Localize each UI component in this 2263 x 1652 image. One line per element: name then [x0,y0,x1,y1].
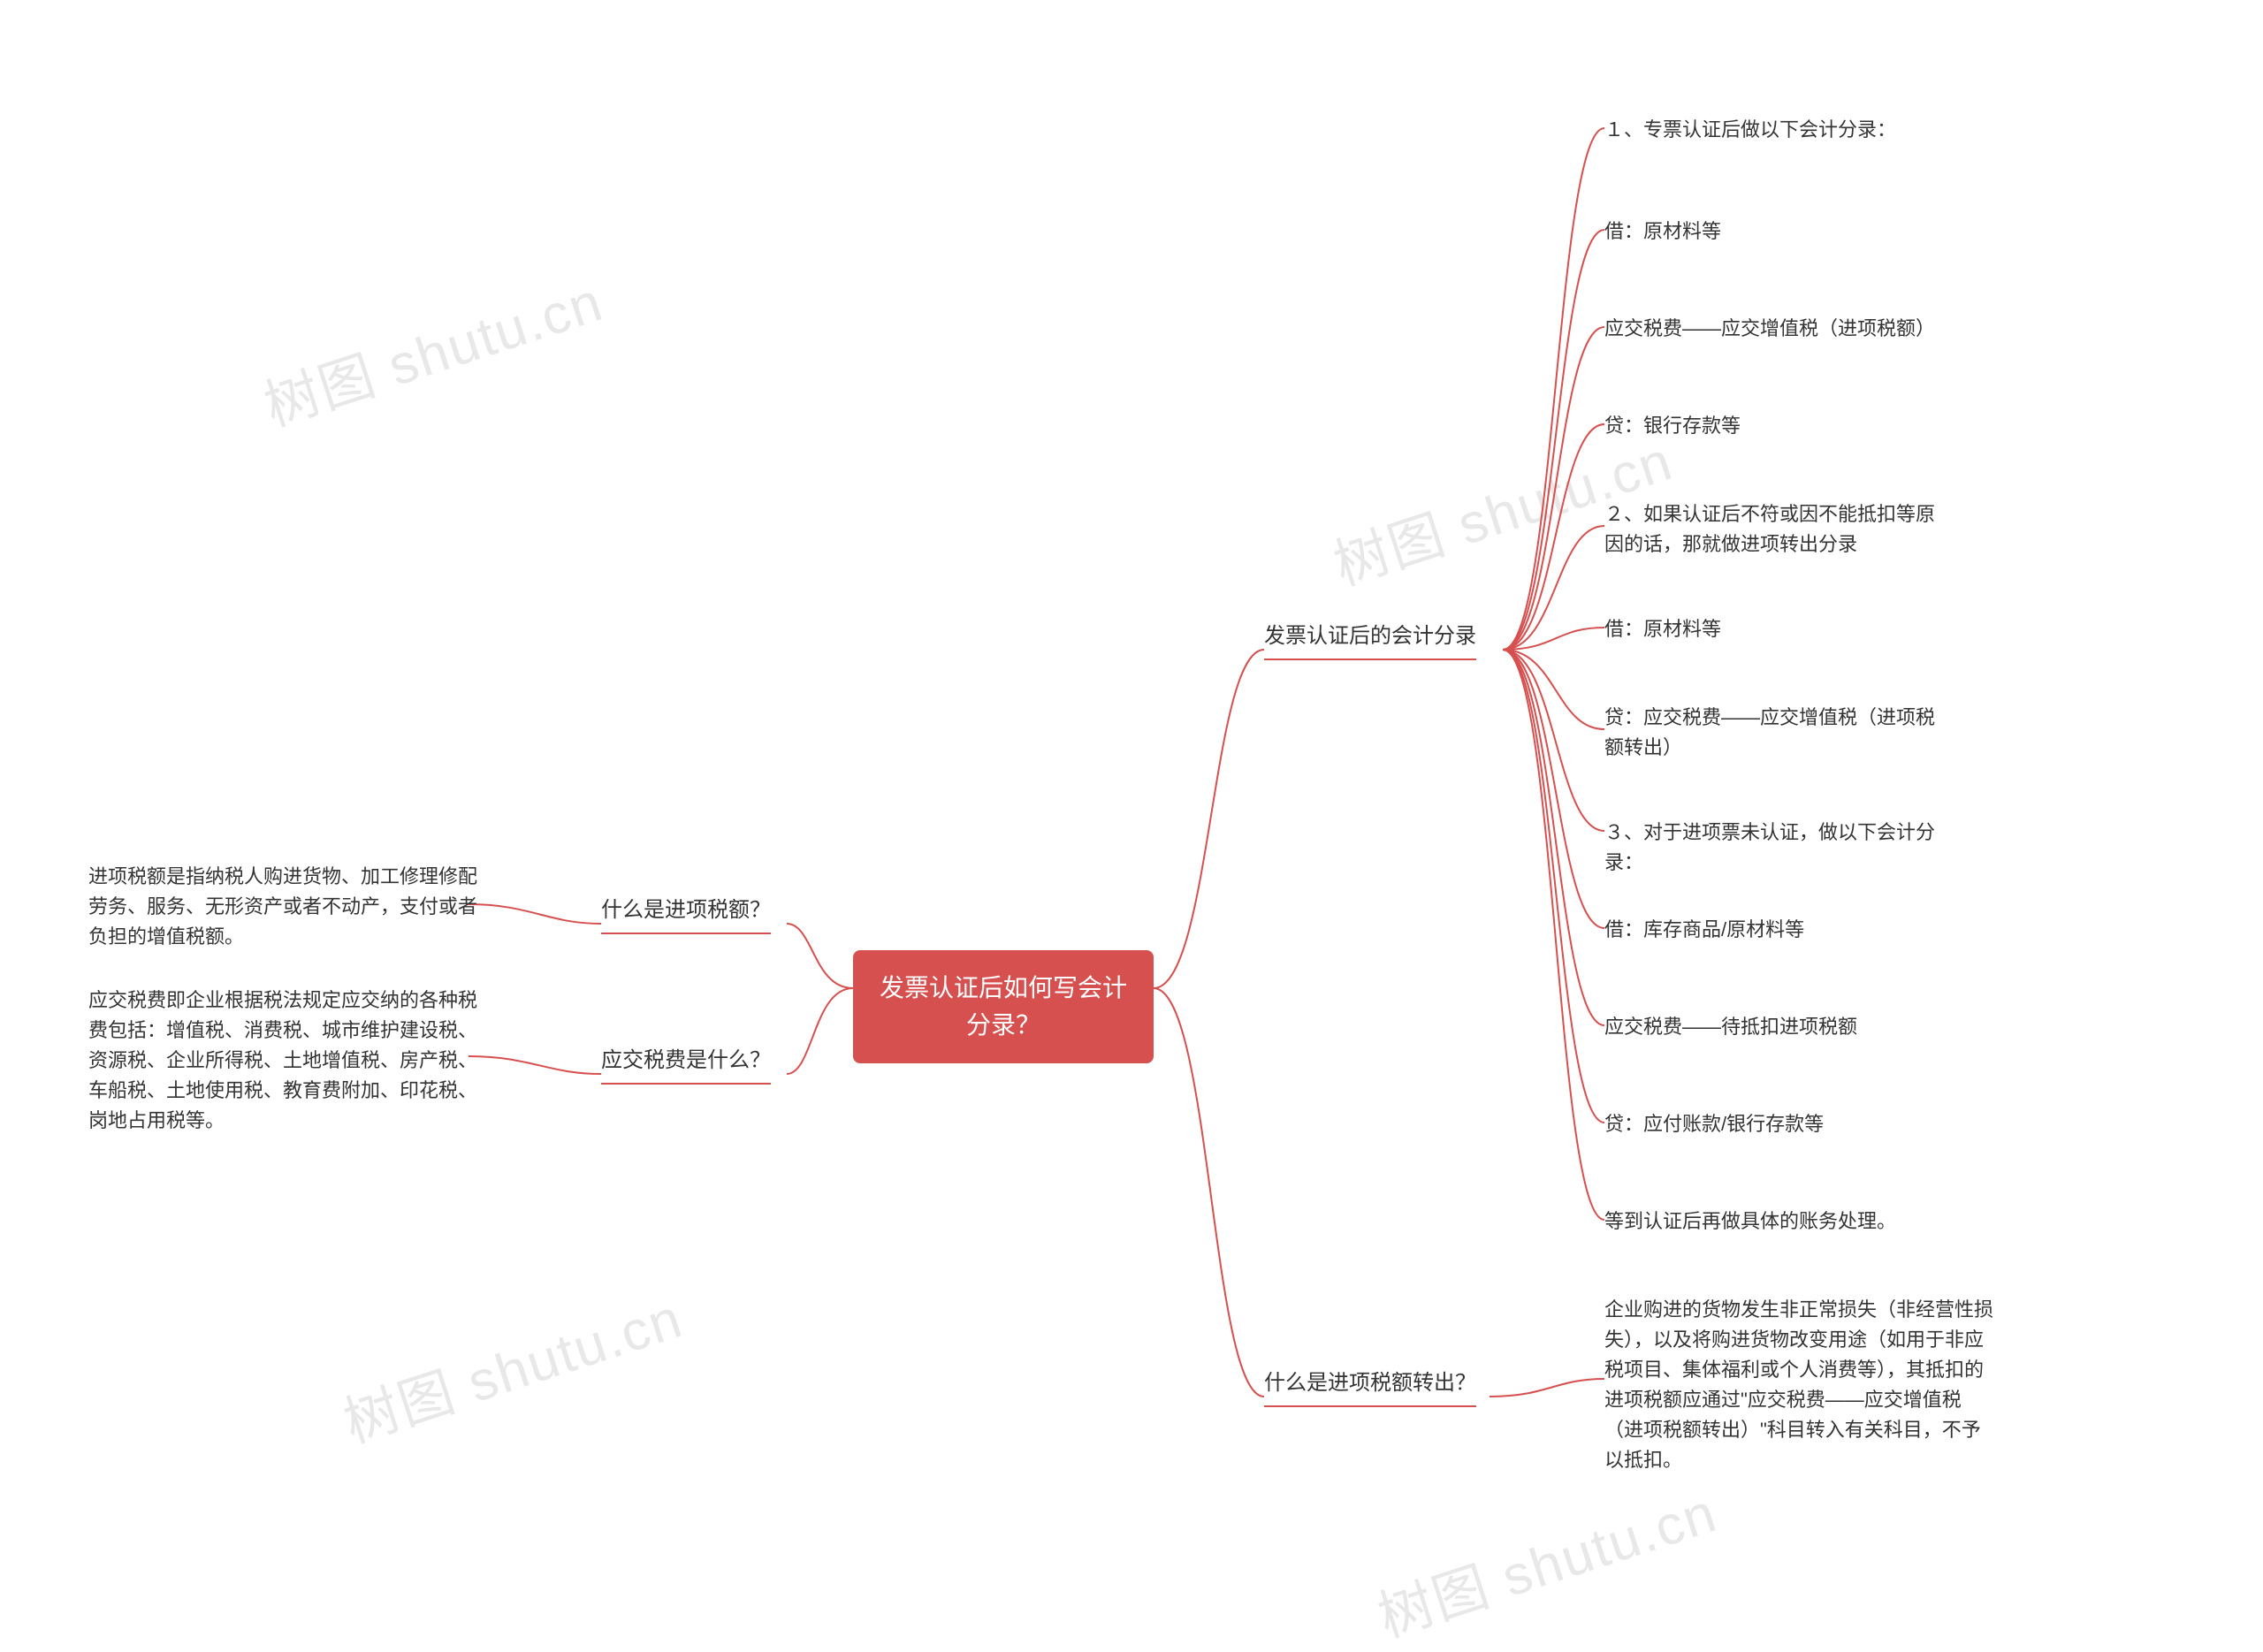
leaf-node: 借：库存商品/原材料等 [1604,915,1804,945]
leaf-node: 企业购进的货物发生非正常损失（非经营性损失），以及将购进货物改变用途（如用于非应… [1604,1295,1993,1476]
branch-node: 发票认证后的会计分录 [1264,614,1476,660]
leaf-node: 借：原材料等 [1604,217,1721,247]
branch-node: 什么是进项税额？ [601,888,771,934]
branch-node: 什么是进项税额转出？ [1264,1361,1476,1407]
mindmap-root: 发票认证后如何写会计分录？ [853,950,1154,1063]
leaf-node: 借：原材料等 [1604,614,1721,644]
leaf-node: １、专票认证后做以下会计分录： [1604,115,1896,145]
leaf-node: 应交税费——待抵扣进项税额 [1604,1012,1857,1042]
leaf-node: 应交税费即企业根据税法规定应交纳的各种税费包括：增值税、消费税、城市维护建设税、… [88,986,477,1136]
leaf-node: 进项税额是指纳税人购进货物、加工修理修配劳务、服务、无形资产或者不动产，支付或者… [88,862,477,952]
watermark: 树图 shutu.cn [332,1274,691,1458]
leaf-node: ３、对于进项票未认证，做以下会计分录： [1604,818,1967,878]
leaf-node: ２、如果认证后不符或因不能抵扣等原因的话，那就做进项转出分录 [1604,499,1949,560]
watermark: 树图 shutu.cn [253,257,612,441]
leaf-node: 贷：银行存款等 [1604,411,1741,441]
leaf-node: 贷：应交税费——应交增值税（进项税额转出） [1604,703,1949,763]
leaf-node: 贷：应付账款/银行存款等 [1604,1109,1824,1139]
branch-node: 应交税费是什么？ [601,1039,771,1085]
watermark: 树图 shutu.cn [1367,1468,1726,1652]
leaf-node: 应交税费——应交增值税（进项税额） [1604,314,1935,344]
leaf-node: 等到认证后再做具体的账务处理。 [1604,1207,1896,1237]
